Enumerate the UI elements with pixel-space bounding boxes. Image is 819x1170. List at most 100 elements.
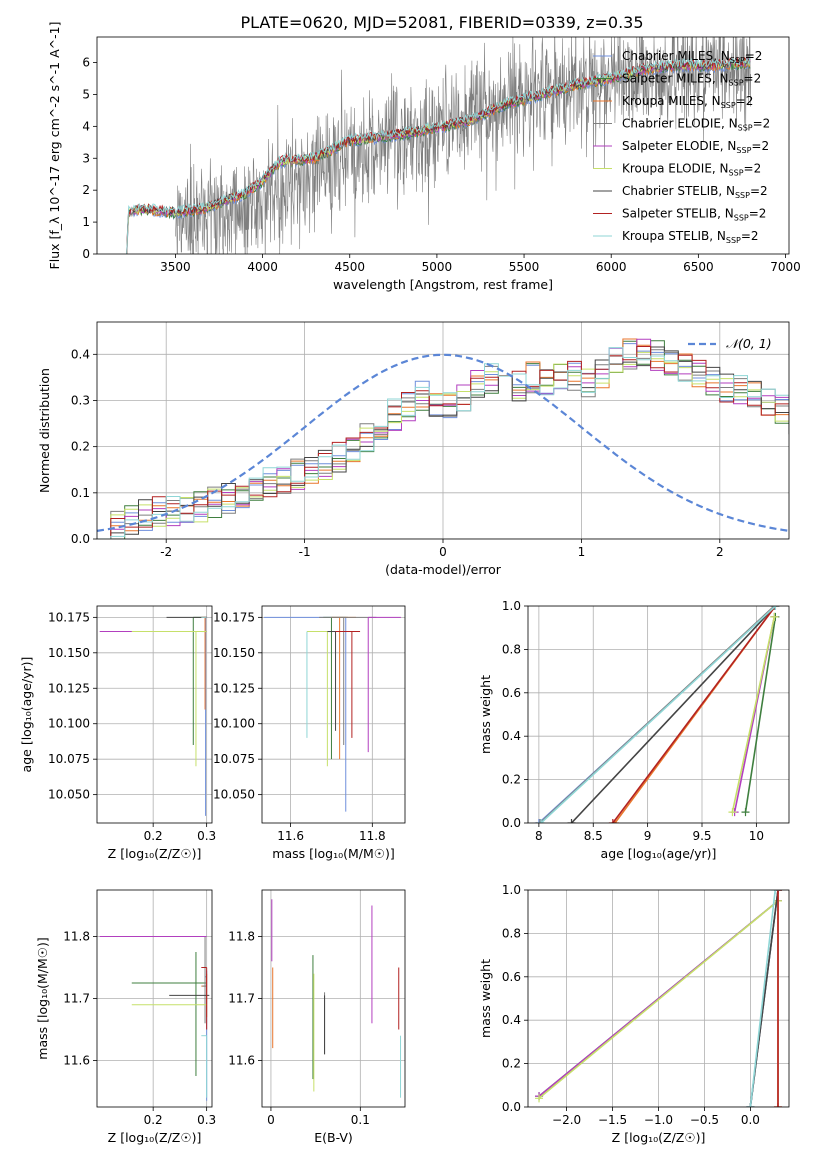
legend-label: Kroupa STELIB, NSSP=2: [622, 229, 759, 245]
y-tick-label: 10.075: [48, 752, 90, 766]
plot-area: [262, 890, 405, 1107]
plot-area: [97, 322, 789, 539]
y-tick-label: 11.8: [228, 930, 255, 944]
y-tick-label: 10.075: [213, 752, 255, 766]
x-tick-label: 0.0: [741, 1113, 760, 1127]
x-tick-label: 0: [267, 1113, 275, 1127]
figure-title: PLATE=0620, MJD=52081, FIBERID=0339, z=0…: [240, 13, 643, 32]
y-tick-label: 0.4: [502, 729, 521, 743]
point-marker: [773, 890, 782, 894]
point-marker: [770, 612, 779, 621]
legend-label: Salpeter MILES, NSSP=2: [622, 72, 761, 88]
axes-frame: [96, 36, 790, 255]
plot-area: [97, 606, 212, 823]
x-tick-label: 0: [439, 545, 447, 559]
x-tick-label: 8: [535, 829, 543, 843]
y-tick-label: 0.8: [502, 642, 521, 656]
x-tick-label: 9.5: [692, 829, 711, 843]
y-tick-label: 0.6: [502, 970, 521, 984]
y-tick-label: 0.2: [502, 1057, 521, 1071]
y-tick-label: 10.150: [213, 646, 255, 660]
y-tick-label: 0.0: [502, 1100, 521, 1114]
point-marker: [773, 1103, 782, 1107]
chart-age-vs-mass: 11.6 11.8 10.050 10.075 10.100 10.125 10.150 10…: [213, 605, 406, 861]
weight-line: [731, 616, 776, 813]
weight-line: [744, 616, 777, 813]
x-tick-label: 2: [716, 545, 724, 559]
x-axis-label: wavelength [Angstrom, rest frame]: [333, 277, 553, 292]
x-tick-label: 11.8: [359, 829, 386, 843]
point-marker: [728, 808, 737, 817]
y-tick-label: 10.175: [213, 610, 255, 624]
y-tick-label: 0.0: [502, 816, 521, 830]
x-tick-label: 6000: [596, 260, 627, 274]
histogram-salpeter-elodie: [97, 338, 789, 539]
legend-label: 𝒩(0, 1): [726, 336, 772, 351]
chart-mass-weight-vs-Z: −2.0 −1.5 −1.0 −0.5 0.0 0.0 0.2 0.4 0.6 0.8 1.0 Z […: [478, 883, 790, 1145]
legend-label: Chabrier MILES, NSSP=2: [622, 49, 762, 65]
axes-frame: [96, 321, 790, 540]
weight-line: [612, 606, 777, 823]
y-axis-label: mass [log₁₀(M/M☉)]: [35, 937, 50, 1059]
point-marker: [535, 819, 544, 823]
y-axis-label: Flux [f_λ 10^-17 erg cm^-2 s^-1 A^-1]: [47, 22, 62, 270]
y-tick-label: 0.1: [71, 486, 90, 500]
y-tick-label: 10.100: [213, 717, 255, 731]
y-tick-label: 1.0: [502, 883, 521, 897]
y-tick-label: 6: [82, 56, 90, 70]
legend-label: Salpeter STELIB, NSSP=2: [622, 207, 766, 223]
axes-frame: [261, 605, 406, 824]
y-tick-label: 2: [82, 183, 90, 197]
y-tick-label: 10.125: [48, 681, 90, 695]
y-axis-label: mass weight: [478, 675, 493, 754]
y-tick-label: 1: [82, 215, 90, 229]
model-kroupa-stelib: [126, 56, 751, 254]
axes-frame: [96, 889, 213, 1108]
x-tick-label: 0.3: [197, 1113, 216, 1127]
x-tick-label: 7000: [770, 260, 801, 274]
axes-frame: [527, 605, 790, 824]
weight-line: [538, 900, 779, 1099]
y-tick-label: 11.7: [63, 992, 90, 1006]
weight-line: [540, 606, 776, 823]
normal-curve: [97, 353, 789, 532]
point-marker: [741, 808, 750, 817]
y-tick-label: 0.2: [502, 773, 521, 787]
chart-spectrum: 3500 4000 4500 5000 5500 6000 6500 7000 0 1 2 3 4 5 6 w…: [47, 22, 801, 292]
plot-area: [528, 606, 789, 823]
y-tick-label: 3: [82, 151, 90, 165]
point-marker: [537, 819, 546, 823]
x-tick-label: −2.0: [552, 1113, 581, 1127]
x-tick-label: 0.1: [351, 1113, 370, 1127]
y-axis-label: mass weight: [478, 959, 493, 1038]
plot-area: [528, 890, 789, 1107]
x-tick-label: 0.3: [197, 829, 216, 843]
y-tick-label: 0.8: [502, 926, 521, 940]
x-tick-label: 3500: [160, 260, 191, 274]
y-tick-label: 10.125: [213, 681, 255, 695]
x-tick-label: 4500: [334, 260, 365, 274]
y-tick-label: 5: [82, 87, 90, 101]
y-tick-label: 11.6: [63, 1054, 90, 1068]
x-axis-label: age [log₁₀(age/yr)]: [601, 846, 717, 861]
point-marker: [608, 819, 617, 823]
x-tick-label: 6500: [683, 260, 714, 274]
x-tick-label: -1: [299, 545, 311, 559]
chart-mass-vs-EBV: 0 0.1 11.6 11.7 11.8 E(B-V): [228, 889, 406, 1145]
x-tick-label: 10: [749, 829, 764, 843]
legend-label: Kroupa ELODIE, NSSP=2: [622, 162, 761, 178]
x-tick-label: −1.0: [644, 1113, 673, 1127]
x-tick-label: 1: [578, 545, 586, 559]
x-axis-label: Z [log₁₀(Z/Z☉)]: [612, 1130, 706, 1145]
y-tick-label: 11.6: [228, 1054, 255, 1068]
x-tick-label: 9: [644, 829, 652, 843]
x-tick-label: 11.6: [277, 829, 304, 843]
point-marker: [746, 1103, 755, 1107]
plot-area: [262, 606, 405, 823]
chart-mass-weight-vs-age: 8 8.5 9 9.5 10 0.0 0.2 0.4 0.6 0.8 1.0 age [log₁₀(a…: [478, 599, 790, 861]
axes-frame: [261, 889, 406, 1108]
y-tick-label: 11.8: [63, 930, 90, 944]
legend: Chabrier MILES, NSSP=2 Salpeter MILES, NS…: [593, 49, 770, 245]
y-tick-label: 4: [82, 119, 90, 133]
